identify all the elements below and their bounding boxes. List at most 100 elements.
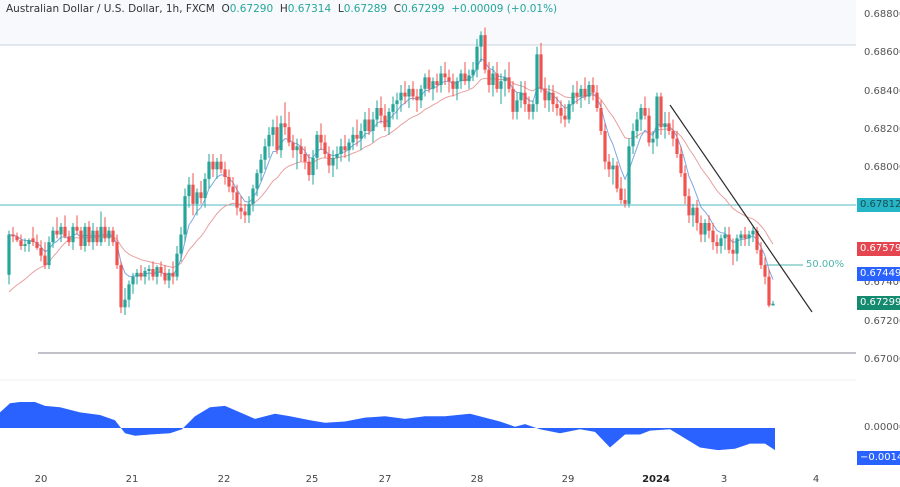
candle: [155, 265, 159, 285]
candle: [599, 100, 603, 135]
candle: [711, 223, 715, 250]
candle: [495, 62, 499, 93]
candle: [435, 73, 439, 93]
horizontal-levels[interactable]: [0, 44, 856, 354]
candle: [151, 261, 155, 281]
candle: [555, 96, 559, 116]
candle: [55, 217, 59, 239]
candle: [579, 85, 583, 108]
trendline[interactable]: [669, 104, 813, 313]
candle: [687, 188, 691, 223]
candle: [295, 138, 299, 170]
candle: [631, 123, 635, 154]
candle: [207, 154, 211, 189]
candle: [771, 300, 775, 306]
time-tick: 2024: [642, 474, 670, 485]
oscillator-area: [0, 402, 775, 451]
price-tag: 0.67449: [857, 267, 900, 281]
candle: [327, 146, 331, 174]
candle: [683, 165, 687, 204]
candle: [679, 146, 683, 177]
candle: [663, 111, 667, 139]
candle: [395, 92, 399, 120]
candle: [647, 108, 651, 147]
close-value: 0.67299: [401, 3, 445, 15]
candle: [159, 261, 163, 277]
candles: [7, 27, 775, 315]
high-value: 0.67314: [287, 3, 332, 15]
change-value: +0.00009 (+0.01%): [451, 3, 558, 15]
candle: [735, 234, 739, 262]
candle: [595, 85, 599, 112]
candle: [311, 150, 315, 185]
candle: [115, 234, 119, 269]
fib-50-label: 50.00%: [806, 259, 845, 270]
candle: [19, 234, 23, 250]
candle: [723, 226, 727, 250]
candle: [415, 88, 419, 112]
candle: [475, 39, 479, 78]
candle: [27, 238, 31, 252]
time-tick: 27: [378, 474, 392, 485]
candle: [547, 85, 551, 112]
candle: [251, 184, 255, 212]
candle: [471, 62, 475, 82]
candle: [59, 223, 63, 243]
candle: [607, 154, 611, 177]
candle: [331, 150, 335, 177]
candle: [487, 62, 491, 93]
candle: [63, 215, 67, 239]
time-tick: 20: [34, 474, 48, 485]
candle: [531, 100, 535, 120]
candle: [583, 77, 587, 101]
candle: [603, 123, 607, 170]
candle: [223, 161, 227, 185]
candle: [87, 221, 91, 246]
fast-ma-line: [8, 57, 774, 280]
candle: [611, 157, 615, 185]
candle: [587, 81, 591, 105]
candle: [503, 69, 507, 97]
slow-ma-line: [8, 77, 774, 293]
candle: [227, 169, 231, 193]
candle: [591, 77, 595, 101]
candle: [111, 226, 115, 246]
candle: [419, 85, 423, 108]
time-tick: 4: [812, 474, 820, 485]
downtrend-line[interactable]: [669, 104, 813, 313]
candle: [767, 269, 771, 308]
candle: [615, 161, 619, 193]
candle: [635, 111, 639, 139]
candle: [203, 173, 207, 208]
osc-zero-label: 0.00000: [864, 422, 900, 433]
candle: [271, 119, 275, 147]
candle: [375, 100, 379, 128]
candle: [627, 138, 631, 208]
candle: [539, 42, 543, 93]
price-tag: 0.67579: [857, 242, 900, 256]
candle: [191, 173, 195, 216]
candle: [35, 234, 39, 250]
candle: [559, 100, 563, 124]
candle: [7, 230, 11, 285]
candle: [659, 92, 663, 135]
candle: [71, 223, 75, 250]
candle: [267, 127, 271, 158]
candle: [219, 154, 223, 174]
candle: [243, 203, 247, 223]
candle: [543, 77, 547, 108]
candle: [379, 96, 383, 124]
candle: [315, 131, 319, 170]
candle: [351, 127, 355, 151]
candle: [211, 154, 215, 177]
candle: [643, 96, 647, 120]
candle: [447, 69, 451, 93]
candle: [75, 215, 79, 235]
candle: [507, 62, 511, 93]
candle: [731, 238, 735, 266]
candle: [291, 134, 295, 158]
